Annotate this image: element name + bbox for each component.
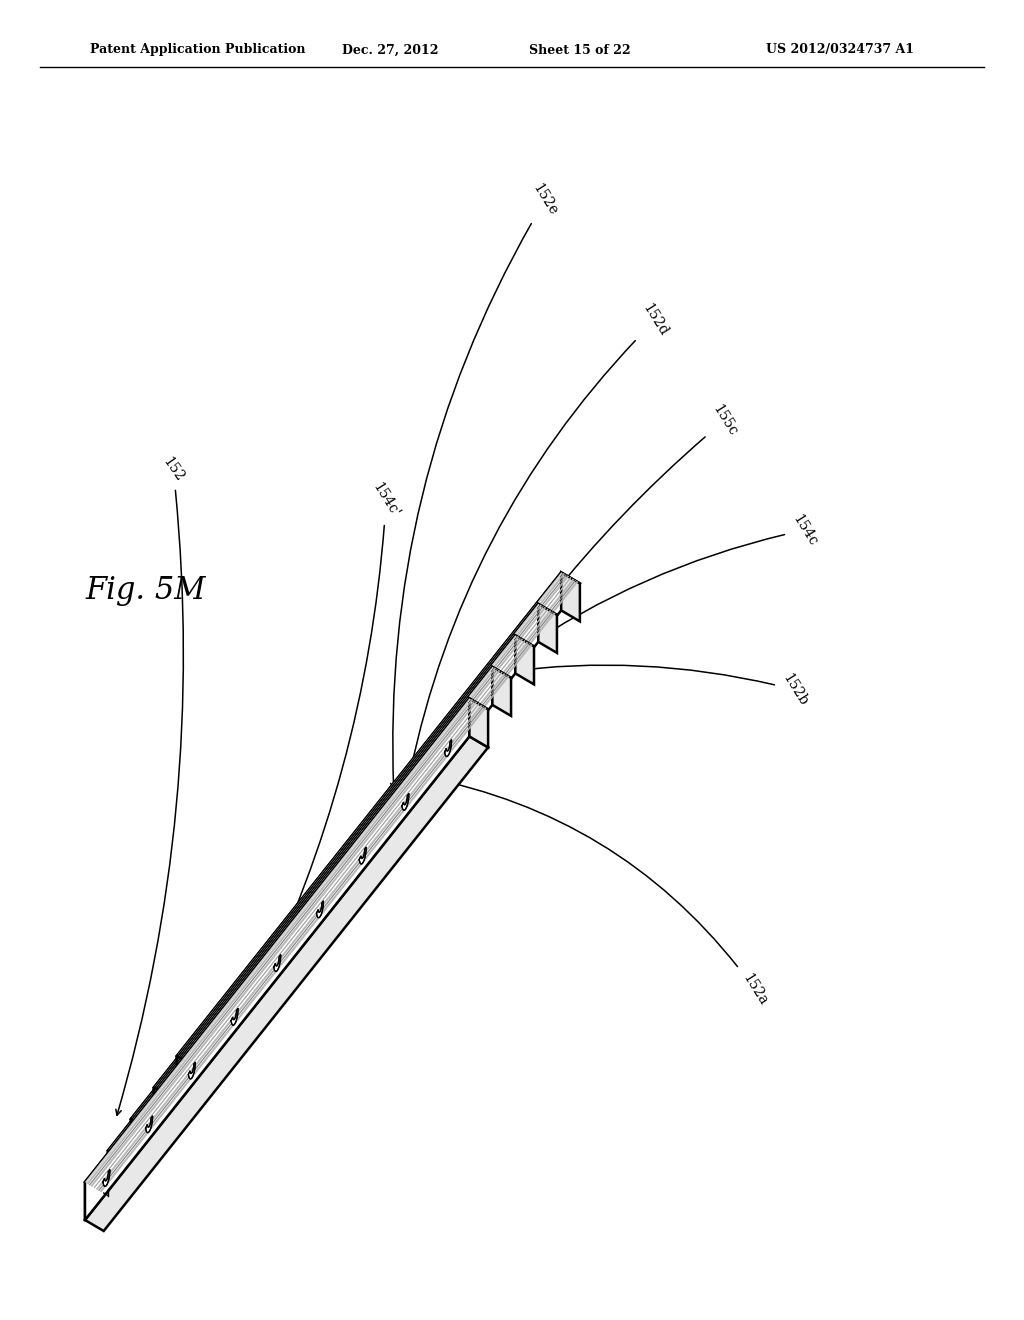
Polygon shape [131, 635, 534, 1130]
Text: US 2012/0324737 A1: US 2012/0324737 A1 [766, 44, 914, 57]
Polygon shape [191, 1053, 199, 1069]
Polygon shape [382, 816, 389, 833]
Text: Patent Application Publication: Patent Application Publication [90, 44, 305, 57]
Polygon shape [85, 698, 488, 1193]
Text: 155c: 155c [425, 401, 740, 789]
Text: 152d: 152d [409, 301, 671, 772]
Polygon shape [385, 807, 392, 824]
Polygon shape [406, 784, 412, 801]
Text: 152b: 152b [506, 665, 811, 709]
Polygon shape [281, 936, 287, 953]
Polygon shape [539, 605, 557, 653]
Polygon shape [145, 1115, 153, 1133]
Polygon shape [131, 635, 517, 1119]
Polygon shape [362, 838, 370, 854]
Polygon shape [85, 737, 488, 1232]
Polygon shape [402, 793, 409, 810]
Polygon shape [215, 1022, 221, 1038]
Polygon shape [359, 847, 367, 865]
Polygon shape [428, 752, 435, 770]
Polygon shape [537, 614, 544, 631]
Polygon shape [234, 999, 242, 1016]
Polygon shape [177, 573, 563, 1057]
Polygon shape [273, 954, 281, 972]
Polygon shape [343, 861, 349, 876]
Polygon shape [108, 667, 494, 1151]
Polygon shape [493, 667, 511, 715]
Polygon shape [425, 762, 432, 779]
Polygon shape [177, 573, 580, 1067]
Polygon shape [154, 605, 557, 1098]
Text: 154c: 154c [519, 512, 820, 652]
Polygon shape [177, 573, 561, 1094]
Polygon shape [561, 573, 580, 622]
Polygon shape [195, 1044, 202, 1060]
Polygon shape [490, 677, 498, 693]
Text: 154c': 154c' [256, 480, 402, 998]
Polygon shape [103, 1170, 110, 1187]
Polygon shape [494, 668, 501, 684]
Polygon shape [451, 721, 458, 738]
Polygon shape [297, 923, 304, 940]
Polygon shape [323, 883, 330, 899]
Polygon shape [211, 1031, 218, 1047]
Text: Fig. 5M: Fig. 5M [85, 574, 206, 606]
Polygon shape [316, 902, 324, 917]
Polygon shape [148, 1106, 156, 1123]
Polygon shape [471, 700, 478, 715]
Polygon shape [319, 892, 327, 908]
Polygon shape [131, 635, 515, 1158]
Text: 152: 152 [116, 455, 186, 1115]
Polygon shape [154, 605, 540, 1089]
Polygon shape [169, 1085, 175, 1101]
Polygon shape [154, 605, 539, 1126]
Polygon shape [257, 968, 264, 985]
Polygon shape [366, 829, 373, 845]
Polygon shape [278, 945, 284, 962]
Polygon shape [188, 1063, 196, 1078]
Text: Dec. 27, 2012: Dec. 27, 2012 [342, 44, 438, 57]
Text: 152a: 152a [426, 776, 770, 1008]
Polygon shape [126, 1138, 133, 1155]
Polygon shape [447, 730, 455, 747]
Polygon shape [340, 870, 346, 886]
Polygon shape [85, 698, 469, 1220]
Polygon shape [469, 698, 488, 747]
Polygon shape [254, 977, 261, 994]
Polygon shape [468, 709, 474, 725]
Polygon shape [108, 667, 511, 1162]
Polygon shape [231, 1008, 238, 1026]
Polygon shape [108, 667, 493, 1188]
Polygon shape [515, 635, 534, 684]
Polygon shape [513, 645, 520, 663]
Polygon shape [172, 1076, 179, 1092]
Text: 152e: 152e [390, 182, 560, 789]
Text: Sheet 15 of 22: Sheet 15 of 22 [529, 44, 631, 57]
Polygon shape [300, 913, 307, 931]
Polygon shape [444, 739, 452, 756]
Polygon shape [409, 775, 416, 792]
Polygon shape [85, 698, 471, 1183]
Polygon shape [238, 990, 245, 1007]
